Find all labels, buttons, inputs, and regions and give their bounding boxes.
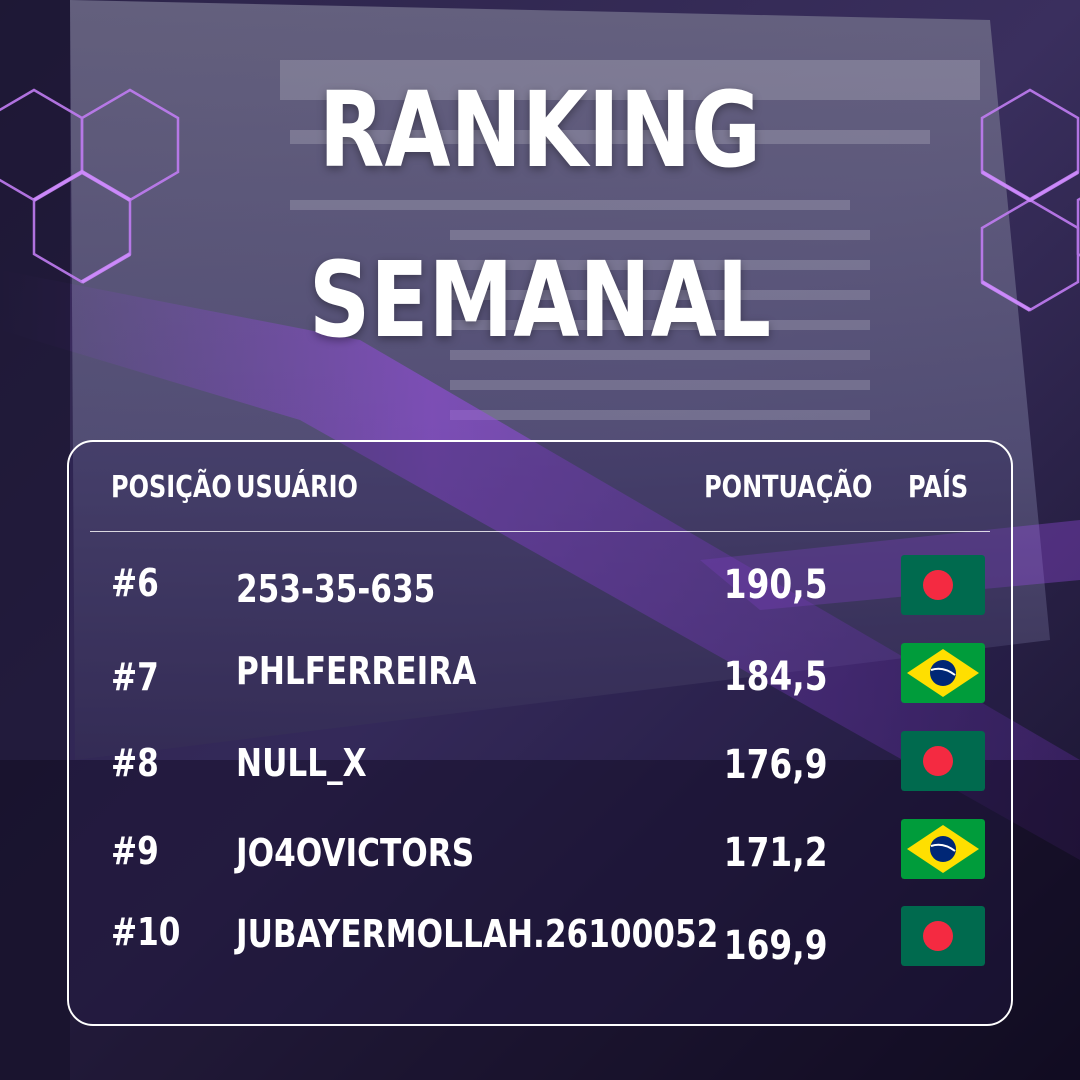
ranking-row: #9 JO4OVICTORS 171,2 <box>0 819 1080 899</box>
bangladesh-flag-icon <box>901 731 985 791</box>
header-position: POSIÇÃO <box>111 470 232 505</box>
row-user: NULL_X <box>236 741 367 785</box>
title-ranking: RANKING <box>318 69 762 191</box>
ranking-card <box>67 440 1013 1026</box>
ranking-row: #7 PHLFERREIRA 184,5 <box>0 643 1080 723</box>
header-user: USUÁRIO <box>236 470 358 505</box>
row-user: JO4OVICTORS <box>236 831 475 875</box>
brazil-flag-icon <box>901 643 985 703</box>
row-position: #6 <box>111 561 159 605</box>
row-points: 169,9 <box>724 923 828 969</box>
row-position: #10 <box>111 910 181 954</box>
ranking-row: #6 253-35-635 190,5 <box>0 555 1080 635</box>
row-points: 171,2 <box>724 830 828 876</box>
row-user: JUBAYERMOLLAH.26100052 <box>236 912 719 956</box>
ranking-row: #10 JUBAYERMOLLAH.26100052 169,9 <box>0 906 1080 986</box>
row-position: #7 <box>111 655 159 699</box>
row-points: 184,5 <box>724 654 828 700</box>
row-points: 176,9 <box>724 742 828 788</box>
bangladesh-flag-icon <box>901 906 985 966</box>
row-user: PHLFERREIRA <box>236 649 477 693</box>
row-user: 253-35-635 <box>236 567 436 611</box>
row-points: 190,5 <box>724 562 828 608</box>
title-semanal: SEMANAL <box>308 239 772 361</box>
brazil-flag-icon <box>901 819 985 879</box>
bangladesh-flag-icon <box>901 555 985 615</box>
row-position: #8 <box>111 741 159 785</box>
ranking-row: #8 NULL_X 176,9 <box>0 731 1080 811</box>
header-divider <box>90 531 990 532</box>
row-position: #9 <box>111 829 159 873</box>
header-country: PAÍS <box>908 470 969 505</box>
header-points: PONTUAÇÃO <box>703 470 872 505</box>
